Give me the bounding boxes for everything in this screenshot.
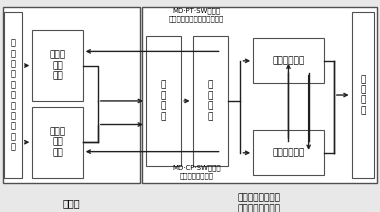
Bar: [32, 107, 83, 178]
Text: 総
合
相
談: 総 合 相 談: [161, 81, 166, 121]
Text: 肢体系
療育
相談: 肢体系 療育 相談: [49, 51, 65, 80]
Bar: [253, 38, 324, 83]
Bar: [193, 36, 228, 166]
Bar: [352, 13, 374, 178]
Text: 外来集団療育: 外来集団療育: [272, 148, 304, 157]
Text: 保健所: 保健所: [63, 198, 80, 209]
Bar: [5, 13, 22, 178]
Text: MD·CP·SWを派遣
（児童精神科医）: MD·CP·SWを派遣 （児童精神科医）: [172, 165, 221, 179]
Text: 地域療育センター
（リハセンター）: 地域療育センター （リハセンター）: [238, 194, 281, 212]
Text: 通
園
療
育: 通 園 療 育: [360, 75, 366, 115]
Text: MD·PT·SWを派遣
（神経小児科又はリハ科医）: MD·PT·SWを派遣 （神経小児科又はリハ科医）: [169, 8, 224, 22]
Text: 外
来
診
療: 外 来 診 療: [207, 81, 213, 121]
Text: 保
健
所
の
健
診
・
フ
ォ
ロ
ー: 保 健 所 の 健 診 ・ フ ォ ロ ー: [11, 39, 16, 152]
Bar: [142, 7, 377, 183]
Bar: [3, 7, 139, 183]
Text: 精神系
療育
相談: 精神系 療育 相談: [49, 127, 65, 157]
Text: 外来個別療育: 外来個別療育: [272, 56, 304, 65]
Bar: [32, 30, 83, 101]
Bar: [253, 130, 324, 175]
Bar: [146, 36, 181, 166]
